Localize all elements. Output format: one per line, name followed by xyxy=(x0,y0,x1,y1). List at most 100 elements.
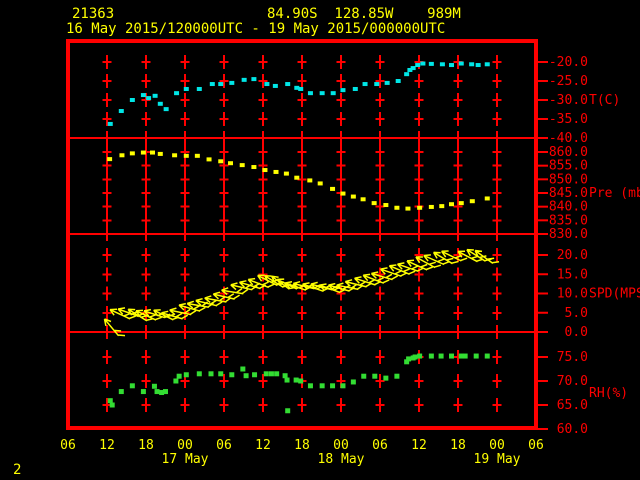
x-hour-label: 06 xyxy=(528,438,544,453)
y-tick-label: -30.0 xyxy=(549,93,588,108)
rh-point xyxy=(298,378,304,384)
x-hour-label: 18 xyxy=(138,438,154,453)
pressure-point xyxy=(383,203,389,208)
rh-point xyxy=(428,353,434,359)
wind-barb xyxy=(238,280,267,290)
rh-point xyxy=(449,353,454,359)
y-tick-label: 5.0 xyxy=(565,306,588,321)
wind-barb xyxy=(319,283,346,294)
x-hour-label: 12 xyxy=(99,438,115,453)
pressure-point xyxy=(239,163,245,168)
temp-point xyxy=(307,91,313,96)
wind-barb xyxy=(127,308,153,322)
temp-point xyxy=(298,86,304,91)
time-range: 16 May 2015/120000UTC - 19 May 2015/0000… xyxy=(66,21,446,37)
y-tick-label: 60.0 xyxy=(557,422,588,437)
rh-point xyxy=(417,353,423,359)
wind-barb xyxy=(336,282,364,291)
wind-barb xyxy=(302,282,330,293)
temp-point xyxy=(484,62,490,67)
temp-point xyxy=(410,66,416,71)
pressure-point xyxy=(340,191,346,196)
date-label: 18 May xyxy=(318,452,365,467)
temp-point xyxy=(129,98,135,102)
pressure-point xyxy=(283,171,289,176)
pressure-point xyxy=(150,150,155,155)
rh-point xyxy=(129,383,135,389)
temp-point xyxy=(352,86,358,91)
temp-point xyxy=(152,93,158,98)
pressure-point xyxy=(206,157,212,162)
y-tick-label: -40.0 xyxy=(549,131,588,146)
rh-point xyxy=(173,378,179,384)
rh-point xyxy=(412,354,418,360)
wind-barb xyxy=(271,275,296,290)
pressure-point xyxy=(428,204,434,209)
rh-point xyxy=(438,353,444,359)
pressure-point xyxy=(140,150,146,155)
station-id: 21363 xyxy=(72,6,115,22)
temp-point xyxy=(384,80,390,85)
wind-barb xyxy=(432,251,459,265)
rh-point xyxy=(154,389,160,395)
panel-axis-title: T(C) xyxy=(589,93,620,108)
rh-point xyxy=(263,371,269,377)
y-tick-label: -35.0 xyxy=(549,112,588,127)
wind-barb xyxy=(440,250,468,262)
temp-point xyxy=(395,79,401,83)
rh-point xyxy=(240,366,246,372)
temp-point xyxy=(174,91,180,96)
wind-barb xyxy=(195,297,223,307)
temp-point xyxy=(475,63,481,68)
temp-point xyxy=(218,82,224,87)
rh-point xyxy=(268,371,274,377)
wind-barb xyxy=(117,307,145,318)
temp-point xyxy=(264,82,270,87)
panel-axis-title: SPD(MPS) xyxy=(589,287,640,302)
wind-barb xyxy=(380,267,408,278)
rh-point xyxy=(183,372,189,378)
y-tick-label: 845.0 xyxy=(549,186,588,201)
wind-barb xyxy=(143,308,171,319)
temp-point xyxy=(196,86,202,91)
rh-point xyxy=(208,371,214,377)
station-location: 84.90S 128.85W 989M xyxy=(267,6,461,22)
x-hour-label: 00 xyxy=(489,438,505,453)
pressure-point xyxy=(449,202,454,207)
x-hour-label: 00 xyxy=(177,438,193,453)
pressure-point xyxy=(307,178,313,183)
temp-point xyxy=(469,62,475,67)
rh-point xyxy=(319,383,325,389)
pressure-point xyxy=(317,181,323,186)
x-hour-label: 06 xyxy=(216,438,232,453)
pressure-point xyxy=(194,153,200,158)
rh-point xyxy=(252,372,258,378)
y-tick-label: 10.0 xyxy=(557,287,588,302)
rh-point xyxy=(307,383,313,389)
temp-point xyxy=(140,93,146,98)
x-hour-label: 06 xyxy=(60,438,76,453)
y-tick-label: 860.0 xyxy=(549,145,588,160)
wind-barb xyxy=(406,259,433,271)
x-hour-label: 12 xyxy=(255,438,271,453)
pressure-point xyxy=(172,153,178,158)
pressure-point xyxy=(183,153,189,158)
wind-barb xyxy=(457,250,484,263)
y-tick-label: 65.0 xyxy=(557,398,588,413)
wind-barb xyxy=(466,248,492,262)
pressure-point xyxy=(294,175,300,180)
wind-barb xyxy=(415,256,442,269)
temp-point xyxy=(330,91,336,96)
rh-point xyxy=(229,372,235,378)
wind-barb xyxy=(186,300,214,309)
wind-barb xyxy=(423,254,450,266)
rh-point xyxy=(473,353,479,359)
rh-point xyxy=(109,402,115,408)
rh-point xyxy=(406,356,412,362)
rh-point xyxy=(243,373,249,379)
panel-axis-title: Pre (mb) xyxy=(589,186,640,201)
rh-point xyxy=(383,375,389,381)
y-tick-label: 70.0 xyxy=(557,374,588,389)
